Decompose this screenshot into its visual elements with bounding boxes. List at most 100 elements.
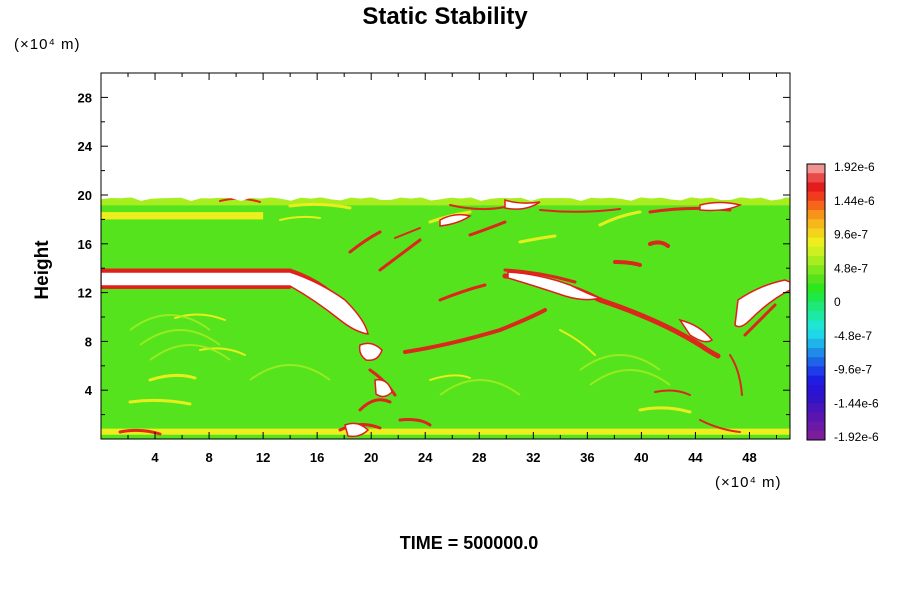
colorbar-swatch-29 xyxy=(807,430,825,441)
y-tick-label-28: 28 xyxy=(78,90,92,105)
x-tick-label-48: 48 xyxy=(742,450,756,465)
colorbar-swatch-13 xyxy=(807,283,825,294)
colorbar-swatch-7 xyxy=(807,228,825,239)
colorbar-swatch-0 xyxy=(807,164,825,174)
stability-filament-36 xyxy=(279,215,321,221)
colorbar-swatch-17 xyxy=(807,320,825,331)
swirl-arc-6 xyxy=(249,364,331,381)
stability-filament-20 xyxy=(598,210,642,227)
stability-filament-22 xyxy=(358,398,392,412)
colorbar-swatch-16 xyxy=(807,311,825,321)
colorbar-swatch-6 xyxy=(807,219,825,229)
colorbar-swatch-4 xyxy=(807,200,825,211)
swirl-arc-1 xyxy=(139,329,221,346)
colorbar-swatch-9 xyxy=(807,246,825,257)
colorbar-swatch-1 xyxy=(807,173,825,183)
colorbar-label-4: 0 xyxy=(834,295,841,309)
swirl-arc-0 xyxy=(129,314,211,331)
colorbar-swatch-24 xyxy=(807,384,825,395)
x-tick-label-8: 8 xyxy=(205,450,212,465)
y-tick-label-20: 20 xyxy=(78,188,92,203)
x-tick-label-32: 32 xyxy=(526,450,540,465)
stability-filament-18 xyxy=(613,260,642,267)
colorbar-label-2: 9.6e-7 xyxy=(834,228,868,242)
colorbar-swatch-21 xyxy=(807,357,825,367)
stability-band-1 xyxy=(101,212,264,220)
colorbar-swatch-18 xyxy=(807,329,825,340)
stability-filament-24 xyxy=(398,418,432,427)
x-tick-label-16: 16 xyxy=(310,450,324,465)
colorbar-label-5: -4.8e-7 xyxy=(834,329,872,343)
x-axis-unit-label: (×10⁴ m) xyxy=(715,474,782,491)
colorbar-swatch-3 xyxy=(807,191,825,202)
x-tick-label-36: 36 xyxy=(580,450,594,465)
stability-field-background xyxy=(101,198,790,439)
colorbar-swatch-14 xyxy=(807,292,825,303)
saturated-region-2 xyxy=(358,342,383,362)
heatmap-field xyxy=(101,73,790,439)
stability-filament-32 xyxy=(559,329,596,356)
y-tick-label-12: 12 xyxy=(78,286,92,301)
stability-filament-4 xyxy=(539,208,621,213)
colorbar-swatch-10 xyxy=(807,256,825,266)
stability-filament-16 xyxy=(394,227,421,239)
y-axis-unit-label: (×10⁴ m) xyxy=(14,36,81,53)
colorbar-swatch-19 xyxy=(807,338,825,349)
swirl-arc-2 xyxy=(149,344,231,361)
y-tick-label-16: 16 xyxy=(78,237,92,252)
x-tick-label-4: 4 xyxy=(151,450,159,465)
stability-filament-11 xyxy=(438,283,487,302)
saturated-region-8 xyxy=(699,201,743,212)
colorbar-label-0: 1.92e-6 xyxy=(834,160,875,174)
stability-filament-27 xyxy=(148,373,197,382)
swirl-arc-4 xyxy=(589,369,671,386)
stability-filament-35 xyxy=(729,354,743,396)
colorbar-swatch-23 xyxy=(807,375,825,386)
stability-filament-25 xyxy=(118,428,162,436)
stability-filament-31 xyxy=(699,419,741,433)
stability-filament-15 xyxy=(348,230,382,254)
x-tick-label-12: 12 xyxy=(256,450,270,465)
swirl-arc-3 xyxy=(579,354,661,371)
y-tick-label-4: 4 xyxy=(85,383,93,398)
y-axis-label: Height xyxy=(32,240,53,300)
stability-filament-12 xyxy=(378,238,422,272)
colorbar-swatch-12 xyxy=(807,274,825,285)
colorbar-frame xyxy=(806,163,826,441)
colorbar-label-3: 4.8e-7 xyxy=(834,261,868,275)
x-tick-label-40: 40 xyxy=(634,450,648,465)
stability-filament-26 xyxy=(128,398,192,406)
colorbar-swatch-20 xyxy=(807,348,825,358)
saturated-region-4 xyxy=(344,422,370,438)
saturated-region-0 xyxy=(101,271,369,335)
data-top-edge xyxy=(101,195,790,202)
stability-filament-10 xyxy=(403,308,547,354)
time-label: TIME = 500000.0 xyxy=(400,533,539,553)
swirl-arc-5 xyxy=(439,379,521,396)
stability-filament-13 xyxy=(468,220,507,237)
colorbar-swatch-8 xyxy=(807,237,825,248)
plot-frame xyxy=(100,72,791,440)
colorbar-swatch-22 xyxy=(807,366,825,377)
colorbar-label-7: -1.44e-6 xyxy=(834,396,879,410)
colorbar-swatch-5 xyxy=(807,210,825,220)
saturated-region-6 xyxy=(678,318,714,343)
colorbar-swatch-27 xyxy=(807,412,825,423)
y-axis-ticks: 4 8 12 16 20 24 28 xyxy=(78,90,790,416)
colorbar-swatch-26 xyxy=(807,403,825,413)
x-tick-label-44: 44 xyxy=(688,450,703,465)
stability-filament-37 xyxy=(174,313,226,321)
x-axis-ticks: 4 8 12 16 20 24 28 32 36 40 44 48 xyxy=(127,73,777,465)
colorbar-label-1: 1.44e-6 xyxy=(834,194,875,208)
colorbar: 1.92e-6 1.44e-6 9.6e-7 4.8e-7 0 -4.8e-7 -9.6e-… xyxy=(806,160,879,444)
saturated-region-7 xyxy=(504,198,541,210)
stability-band-4 xyxy=(101,428,790,435)
colorbar-swatch-28 xyxy=(807,421,825,432)
saturated-region-9 xyxy=(439,213,472,227)
stability-filament-30 xyxy=(654,389,691,396)
saturated-region-1 xyxy=(507,271,603,301)
x-tick-label-20: 20 xyxy=(364,450,378,465)
colorbar-swatch-15 xyxy=(807,302,825,312)
colorbar-swatch-25 xyxy=(807,394,825,404)
empty-upper-region xyxy=(101,73,790,199)
